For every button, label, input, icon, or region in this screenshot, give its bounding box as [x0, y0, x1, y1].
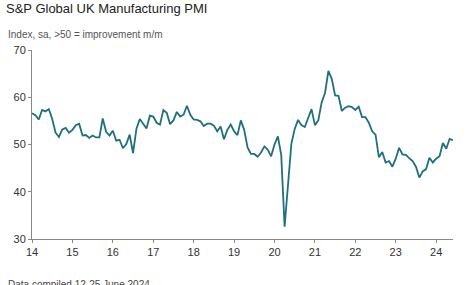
- svg-text:40: 40: [14, 186, 26, 198]
- svg-text:18: 18: [188, 246, 200, 258]
- svg-text:S&P Global UK Manufacturing PM: S&P Global UK Manufacturing PMI: [6, 1, 207, 16]
- svg-text:19: 19: [228, 246, 240, 258]
- svg-text:70: 70: [14, 44, 26, 56]
- svg-text:Index, sa, >50 = improvement m: Index, sa, >50 = improvement m/m: [8, 29, 163, 40]
- svg-text:30: 30: [14, 233, 26, 245]
- svg-text:16: 16: [107, 246, 119, 258]
- svg-text:21: 21: [309, 246, 321, 258]
- svg-text:Data compiled 12-25 June 2024.: Data compiled 12-25 June 2024.: [8, 279, 153, 285]
- svg-text:50: 50: [14, 138, 26, 150]
- svg-text:15: 15: [66, 246, 78, 258]
- svg-text:17: 17: [147, 246, 159, 258]
- svg-text:60: 60: [14, 91, 26, 103]
- svg-text:14: 14: [26, 246, 38, 258]
- svg-text:20: 20: [268, 246, 280, 258]
- svg-text:24: 24: [430, 246, 442, 258]
- svg-text:22: 22: [349, 246, 361, 258]
- svg-text:23: 23: [390, 246, 402, 258]
